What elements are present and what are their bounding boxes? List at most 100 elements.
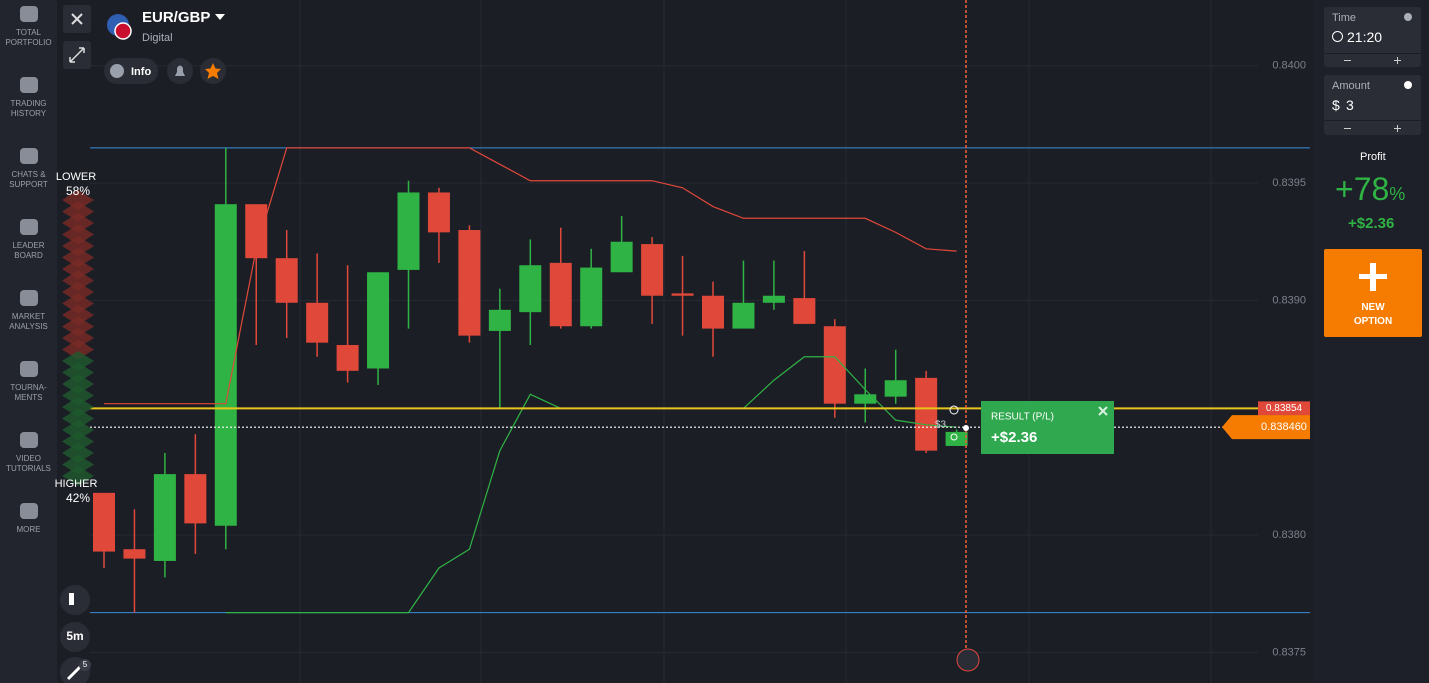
badge-count: 5 [83,660,88,669]
chevron [62,431,94,452]
y-tick-label: 0.8390 [1272,294,1306,306]
percent-sign: % [1389,184,1406,204]
sidebar-item[interactable]: LEADER BOARD [0,219,57,261]
sidebar-item[interactable]: TOTAL PORTFOLIO [0,6,57,48]
chevron [62,339,94,360]
plus[interactable] [1397,125,1398,132]
candle-body [884,380,907,397]
sidebar-label: LEADER BOARD [12,241,45,260]
sidebar-item[interactable]: MARKET ANALYSIS [0,290,57,332]
minus[interactable] [1344,60,1351,61]
candle-body [123,549,146,559]
profit-number: +78 [1335,171,1390,207]
sidebar-item[interactable]: CHATS & SUPPORT [0,148,57,190]
price-tag-label: 0.838460 [1261,421,1307,433]
bell-icon [175,65,185,76]
result-close[interactable] [1098,406,1108,416]
chevron [62,224,94,245]
candle-body [336,345,359,371]
y-tick-label: 0.8380 [1272,529,1306,541]
chevron [62,420,94,440]
help-icon[interactable] [1404,13,1412,21]
candle-body [671,293,694,296]
sidebar-icon [19,503,38,519]
timeframe[interactable]: 5m [66,629,83,643]
y-tick-label: 0.8375 [1272,646,1306,658]
chevron [62,247,94,268]
candle-body [397,192,420,270]
chart-type-icon [69,593,74,605]
help-icon[interactable] [1404,81,1412,89]
chevron [62,408,94,429]
new-option-button[interactable]: NEW OPTION [1324,249,1422,337]
result-value: +$2.36 [991,429,1037,446]
time-value: 21:20 [1347,29,1383,45]
chevron [62,466,94,486]
marks: 0.83854 0.838460 [90,147,1310,614]
lower-percent: 58% [66,184,90,198]
chevron [62,259,94,279]
chevron [62,397,94,417]
sidebar-icon [19,6,38,22]
candle-body [732,302,755,329]
price-tag [1258,401,1310,416]
info-label[interactable]: Info [131,66,151,78]
asset-type: Digital [142,32,173,44]
sidebar-icon [19,432,38,448]
amount-box[interactable]: Amount $ 3 [1324,75,1421,135]
chevron [62,293,94,314]
candle-body [854,394,877,404]
result-title: RESULT (P/L) [991,412,1054,423]
candle-body [488,309,511,331]
chart-type-button[interactable] [60,585,90,615]
higher-percent: 42% [66,491,90,505]
candle-body [762,295,785,303]
asset-caret[interactable] [215,14,225,20]
chevron [62,328,94,348]
minus[interactable] [1344,128,1351,129]
indicator-line [104,147,957,405]
candle-body [702,295,724,329]
grid: 0.8400 0.8395 0.8390 0.8380 0.8375 [90,60,1306,658]
sidebar-label: MORE [16,525,41,534]
current-dot [963,425,969,431]
time-grid [299,0,1212,683]
chevron [62,351,94,371]
sidebar-item[interactable]: VIDEO TUTORIALS [0,432,57,474]
candle-body [275,258,298,303]
timeframe-button[interactable] [60,622,90,652]
time-label: Time [1332,12,1357,24]
expiration-flag[interactable] [956,648,980,672]
asset-name[interactable]: EUR/GBP [142,9,210,26]
candle-body [823,326,846,404]
candle-body [793,298,816,324]
candle-body [153,474,176,561]
plus[interactable] [1397,57,1398,64]
time-box[interactable]: Time 21:20 [1324,7,1421,67]
price-tag-label: 0.83854 [1266,403,1303,414]
chevron [62,362,94,383]
candle-body [549,262,572,327]
amount-value[interactable]: 3 [1346,97,1354,113]
sidebar: TOTAL PORTFOLIO TRADING HISTORY CHATS & SU… [0,0,57,683]
new-option-label: NEW OPTION [1353,302,1393,327]
sidebar-item[interactable]: TOURNA- MENTS [0,361,57,403]
entry-marker [949,405,959,415]
chevron [62,201,94,222]
indicator-line [225,356,957,614]
sidebar-label: TOURNA- MENTS [10,383,47,402]
close-icon [71,13,83,25]
candle-body [580,267,603,327]
chevron [62,190,94,210]
sidebar-item[interactable]: TRADING HISTORY [0,77,57,119]
sidebar-icon [19,219,38,235]
chevron [62,316,94,337]
star-icon [205,63,221,79]
chevron [62,385,94,406]
chevron [62,213,94,233]
divider [1324,120,1421,121]
sidebar-item[interactable]: MORE [0,503,57,535]
info-icon [110,64,124,78]
chevron [62,374,94,394]
